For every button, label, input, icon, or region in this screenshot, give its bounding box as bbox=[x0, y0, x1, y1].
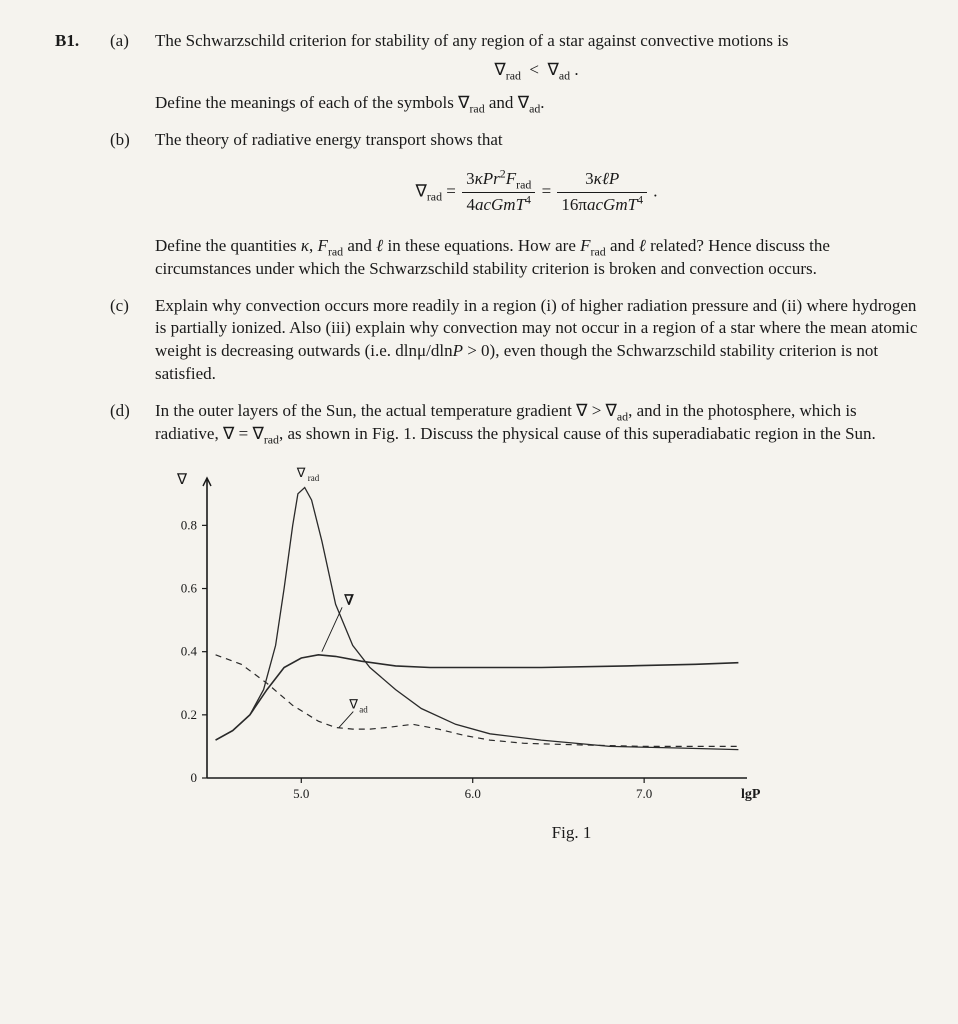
part-d-label: (d) bbox=[110, 400, 155, 446]
part-b-row: (b) The theory of radiative energy trans… bbox=[55, 129, 918, 281]
svg-text:rad: rad bbox=[308, 473, 320, 483]
part-a-row: B1. (a) The Schwarzschild criterion for … bbox=[55, 30, 918, 115]
svg-text:lgP: lgP bbox=[741, 787, 761, 802]
part-b-text1: The theory of radiative energy transport… bbox=[155, 130, 503, 149]
part-d-row: (d) In the outer layers of the Sun, the … bbox=[55, 400, 918, 446]
svg-text:∇: ∇ bbox=[176, 472, 188, 488]
svg-text:0.4: 0.4 bbox=[181, 644, 198, 659]
svg-text:0.6: 0.6 bbox=[181, 581, 198, 596]
part-c-label: (c) bbox=[110, 295, 155, 387]
part-d-text: In the outer layers of the Sun, the actu… bbox=[155, 400, 918, 446]
svg-text:0.2: 0.2 bbox=[181, 707, 197, 722]
svg-text:ad: ad bbox=[359, 705, 368, 715]
part-b-text: The theory of radiative energy transport… bbox=[155, 129, 918, 281]
figure-1: ∇∇rad0.80.60.40.205.06.07.0lgP∇∇ad Fig. … bbox=[145, 460, 918, 845]
figure-1-chart: ∇∇rad0.80.60.40.205.06.07.0lgP∇∇ad bbox=[145, 460, 767, 818]
part-c-row: (c) Explain why convection occurs more r… bbox=[55, 295, 918, 387]
svg-text:∇: ∇ bbox=[296, 465, 306, 480]
svg-text:5.0: 5.0 bbox=[293, 786, 309, 801]
svg-text:7.0: 7.0 bbox=[636, 786, 652, 801]
part-c-text: Explain why convection occurs more readi… bbox=[155, 295, 918, 387]
svg-text:6.0: 6.0 bbox=[465, 786, 481, 801]
part-a-inequality: ∇rad < ∇ad . bbox=[155, 59, 918, 82]
svg-text:∇: ∇ bbox=[343, 593, 354, 608]
part-a-label: (a) bbox=[110, 30, 155, 115]
part-a-text: The Schwarzschild criterion for stabilit… bbox=[155, 30, 918, 115]
part-b-label: (b) bbox=[110, 129, 155, 281]
svg-text:∇: ∇ bbox=[348, 697, 358, 712]
part-a-text1: The Schwarzschild criterion for stabilit… bbox=[155, 31, 789, 50]
part-b-equation: ∇rad = 3κPr2Frad 4acGmT4 = 3κℓP 16πacGmT… bbox=[155, 168, 918, 217]
question-number: B1. bbox=[55, 30, 110, 115]
svg-text:0: 0 bbox=[191, 770, 198, 785]
part-b-text2: Define the quantities κ, Frad and ℓ in t… bbox=[155, 236, 830, 278]
part-a-text2: Define the meanings of each of the symbo… bbox=[155, 93, 545, 112]
svg-text:0.8: 0.8 bbox=[181, 517, 197, 532]
figure-1-caption: Fig. 1 bbox=[225, 822, 918, 845]
